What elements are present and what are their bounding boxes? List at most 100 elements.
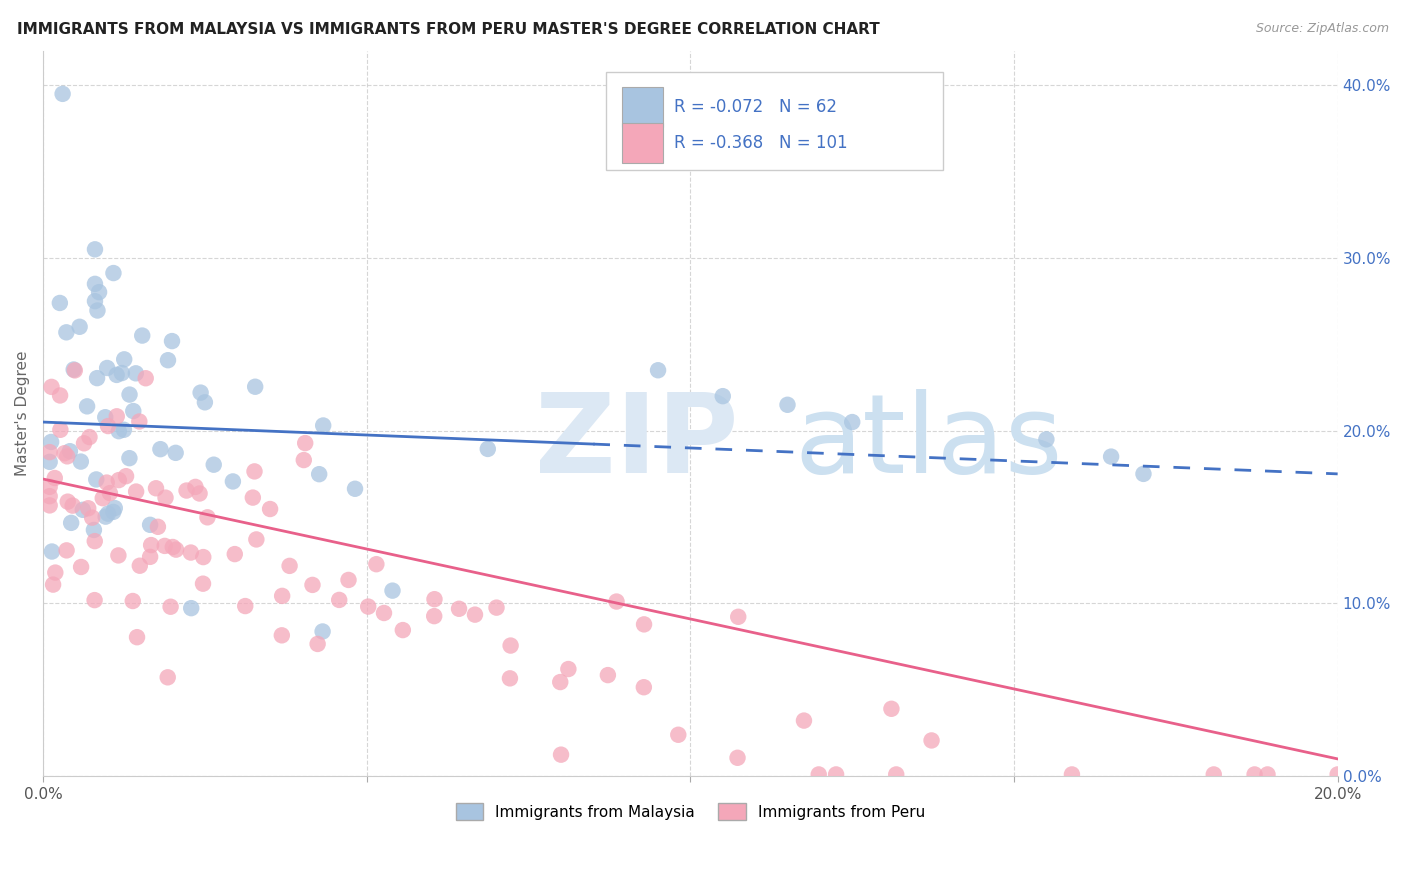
Point [180, 601, 202, 615]
Point [108, 473, 131, 487]
Point [63, 363, 86, 377]
Point [1326, 767, 1348, 781]
Point [344, 482, 367, 496]
Point [776, 398, 799, 412]
Text: IMMIGRANTS FROM MALAYSIA VS IMMIGRANTS FROM PERU MASTER'S DEGREE CORRELATION CHA: IMMIGRANTS FROM MALAYSIA VS IMMIGRANTS F… [17, 22, 880, 37]
Point [165, 446, 187, 460]
Point [145, 481, 167, 495]
Point [880, 702, 903, 716]
Point [711, 389, 734, 403]
Point [91, 491, 114, 506]
Point [557, 662, 579, 676]
Point [162, 540, 184, 554]
Point [38, 489, 60, 503]
Point [42, 577, 65, 591]
Point [647, 363, 669, 377]
Point [633, 680, 655, 694]
Point [259, 502, 281, 516]
Point [97, 419, 120, 434]
Point [70, 560, 93, 574]
Point [104, 501, 127, 516]
Point [107, 424, 129, 438]
Point [77, 501, 100, 516]
Point [666, 728, 689, 742]
Point [98, 486, 121, 500]
Point [118, 387, 141, 401]
Point [84, 277, 107, 291]
Point [1202, 767, 1225, 781]
Point [193, 550, 215, 565]
Point [44, 471, 66, 485]
Point [118, 451, 141, 466]
Point [79, 430, 101, 444]
Point [112, 352, 135, 367]
Point [55, 326, 77, 340]
Point [121, 594, 143, 608]
Point [337, 573, 360, 587]
Point [191, 576, 214, 591]
Point [499, 671, 522, 685]
Point [139, 538, 162, 552]
Point [103, 505, 125, 519]
Point [156, 670, 179, 684]
Point [72, 503, 94, 517]
Point [633, 617, 655, 632]
Point [156, 353, 179, 368]
Point [62, 362, 84, 376]
Point [1243, 767, 1265, 781]
Point [294, 436, 316, 450]
Point [139, 549, 162, 564]
Point [125, 367, 148, 381]
Point [49, 423, 72, 437]
Point [69, 454, 91, 468]
Point [307, 637, 329, 651]
Point [477, 442, 499, 456]
Point [49, 296, 72, 310]
Point [188, 486, 211, 500]
Point [105, 409, 128, 424]
Point [245, 533, 267, 547]
Point [176, 483, 198, 498]
Point [464, 607, 486, 622]
Point [97, 507, 120, 521]
Text: ZIP: ZIP [536, 389, 738, 496]
Point [86, 371, 108, 385]
Point [60, 516, 83, 530]
Point [222, 475, 245, 489]
Point [499, 639, 522, 653]
Point [105, 368, 128, 382]
Point [128, 558, 150, 573]
Point [606, 594, 628, 608]
Point [328, 593, 350, 607]
Point [884, 767, 907, 781]
Point [1060, 767, 1083, 781]
Point [76, 400, 98, 414]
Point [49, 388, 72, 402]
Point [548, 675, 571, 690]
Point [38, 455, 60, 469]
Point [69, 319, 91, 334]
Point [197, 510, 219, 524]
Point [233, 599, 256, 613]
Point [122, 404, 145, 418]
Point [139, 517, 162, 532]
Point [149, 442, 172, 457]
Point [825, 767, 848, 781]
Point [160, 334, 183, 348]
Point [180, 545, 202, 559]
Point [41, 380, 63, 394]
Point [84, 294, 107, 309]
Point [146, 520, 169, 534]
Point [270, 628, 292, 642]
Point [62, 499, 84, 513]
Point [841, 415, 863, 429]
Point [243, 464, 266, 478]
Point [59, 444, 82, 458]
Point [55, 543, 77, 558]
Point [485, 600, 508, 615]
Point [83, 534, 105, 549]
Point [312, 418, 335, 433]
Point [52, 87, 75, 101]
Point [596, 668, 619, 682]
Bar [606, 72, 943, 170]
